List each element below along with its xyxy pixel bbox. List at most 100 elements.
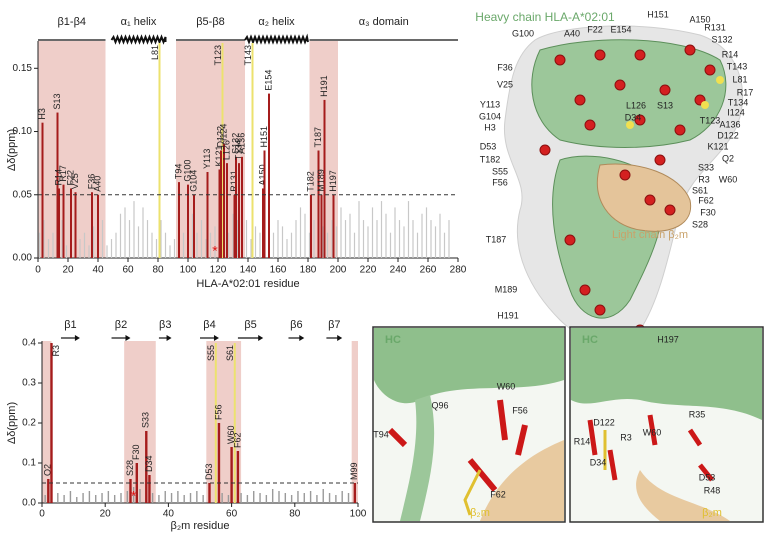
x-tick-label: 100 <box>350 509 367 520</box>
residue-label: A136 <box>719 119 740 129</box>
bar <box>322 226 324 258</box>
panel-label: R3 <box>620 432 632 442</box>
bar <box>113 495 116 503</box>
bar <box>101 493 103 503</box>
highlight-bar <box>206 172 209 258</box>
x-tick-label: 120 <box>210 265 227 276</box>
highlight-bar <box>233 194 236 258</box>
bar <box>250 239 252 258</box>
bar-label: F36 <box>86 174 96 190</box>
domain-label: α₃ domain <box>359 16 409 28</box>
bar-label: D122 <box>215 126 225 148</box>
bar <box>76 497 78 503</box>
strand-arrowhead <box>337 335 343 341</box>
residue-label: V25 <box>497 79 513 89</box>
bar <box>119 213 122 258</box>
bar <box>253 491 255 503</box>
panel-label: R48 <box>704 485 721 495</box>
bar-label: D34 <box>144 455 154 472</box>
bar <box>44 495 46 503</box>
bar <box>278 491 280 503</box>
bar <box>284 493 287 503</box>
residue-label: S132 <box>711 34 732 44</box>
panel-label: D122 <box>593 417 615 427</box>
bar <box>295 220 297 258</box>
bar <box>322 489 324 503</box>
strand-arrowhead <box>299 335 305 341</box>
bar <box>308 232 311 258</box>
bar <box>170 493 173 503</box>
highlight-bar <box>148 475 151 503</box>
bar <box>209 232 212 258</box>
bar-label: A136 <box>236 133 246 154</box>
bar <box>155 239 158 258</box>
bar-label: G104 <box>188 170 198 192</box>
side-chains <box>587 414 714 482</box>
highlight-bar <box>193 194 195 258</box>
highlight-bar <box>97 194 99 258</box>
bar <box>146 220 149 258</box>
bar <box>254 226 257 258</box>
x-tick-label: 260 <box>420 265 437 276</box>
highlight-bar <box>268 93 270 259</box>
bar <box>227 495 230 503</box>
bar <box>309 491 312 503</box>
highlight-bar <box>263 150 266 258</box>
zoom-panel-1 <box>372 326 566 523</box>
bar <box>182 232 185 258</box>
x-tick-label: 180 <box>300 265 317 276</box>
residue-label: R14 <box>722 49 739 59</box>
y-tick-label: 0.2 <box>22 418 36 429</box>
highlight-bar <box>70 188 72 258</box>
helix-marker <box>110 34 167 45</box>
highlight-bar <box>74 192 77 258</box>
highlight-bar <box>223 144 225 258</box>
annotation: * <box>131 488 137 504</box>
bar <box>124 207 126 258</box>
x-axis-title: HLA-A*02:01 residue <box>196 278 299 290</box>
bar <box>439 213 441 258</box>
bar <box>183 495 185 503</box>
highlight-bar <box>220 150 222 258</box>
bar <box>286 239 288 258</box>
highlight-bar <box>217 423 221 503</box>
hc-ribbon <box>571 328 762 420</box>
bar-label: S28 <box>125 460 135 476</box>
domain-label: β2 <box>115 319 127 331</box>
residue-label: T134 <box>728 97 749 107</box>
bar <box>232 213 234 258</box>
bar <box>430 220 432 258</box>
bar-label: W60 <box>226 425 236 444</box>
structure-render <box>503 25 744 342</box>
highlight-bar <box>226 163 228 258</box>
panel-label: HC <box>582 334 598 346</box>
highlight-bar <box>208 483 211 503</box>
x-tick-label: 0 <box>35 265 41 276</box>
residue-label: D34 <box>625 112 642 122</box>
residue-label: T143 <box>727 61 748 71</box>
bar <box>169 245 171 258</box>
x-tick-label: 80 <box>289 509 301 520</box>
residue-label: L81 <box>732 74 747 84</box>
bar-label: V25 <box>70 173 80 189</box>
bar <box>246 495 249 503</box>
residue-label: S55 <box>492 166 508 176</box>
residue-label: I124 <box>727 107 745 117</box>
bar <box>326 232 329 258</box>
yellow-spheres <box>626 76 724 129</box>
bar <box>173 239 176 258</box>
annotation: * <box>212 243 218 259</box>
panel-label: W60 <box>643 427 662 437</box>
y-tick-label: 0.3 <box>22 378 36 389</box>
bar <box>316 495 318 503</box>
bar <box>139 489 141 503</box>
bar <box>205 239 207 258</box>
residue-label: F56 <box>492 177 508 187</box>
bar <box>214 226 216 258</box>
bar <box>196 232 198 258</box>
bar <box>403 226 405 258</box>
bar <box>101 220 104 258</box>
domain-label: α₁ helix <box>121 16 157 28</box>
bar <box>151 493 154 503</box>
